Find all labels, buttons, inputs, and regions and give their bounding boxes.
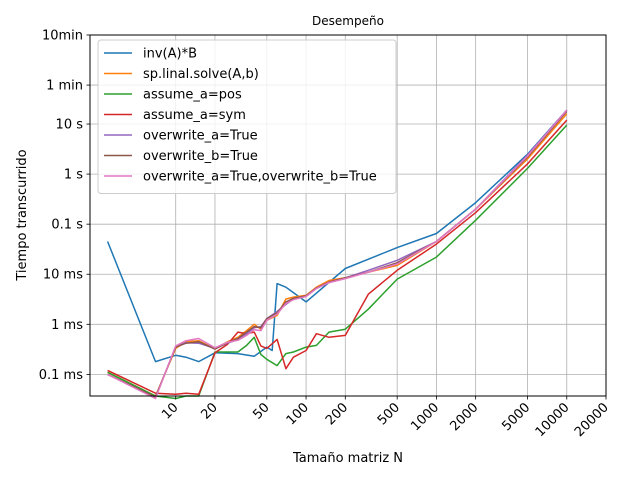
chart-title: Desempeño — [312, 14, 384, 28]
y-tick-label: 1 min — [46, 79, 83, 94]
legend: inv(A)*B sp.linal.solve(A,b) assume_a=posa… — [97, 39, 397, 194]
x-axis-title: Tamaño matriz N — [292, 451, 403, 466]
legend-label-0: inv(A)*B — [143, 47, 197, 62]
series-line-5 — [107, 110, 568, 398]
series-line-1 — [107, 113, 568, 397]
y-tick-label: 1 s — [64, 168, 83, 183]
legend-box — [97, 39, 397, 194]
legend-label-4: overwrite_a=True — [143, 129, 258, 144]
y-tick-label: 0.1 ms — [39, 368, 83, 383]
legend-label-2: assume_a=pos — [143, 88, 242, 103]
y-tick-label: 10 ms — [43, 268, 83, 283]
plot-frame — [89, 34, 607, 397]
series-line-4 — [107, 109, 568, 398]
y-tick-label: 1 ms — [51, 318, 83, 333]
y-tick-label: 10min — [42, 29, 83, 44]
legend-label-3: assume_a=sym — [143, 108, 246, 123]
y-tick-label: 0.1 s — [51, 218, 83, 233]
legend-label-5: overwrite_b=True — [143, 149, 258, 164]
legend-label-1: sp.linal.solve(A,b) — [143, 67, 259, 82]
legend-label-6: overwrite_a=True,overwrite_b=True — [143, 170, 377, 185]
series-line-3 — [107, 119, 568, 396]
y-axis-title: Tiempo transcurrido — [15, 149, 30, 281]
series-line-6 — [107, 109, 568, 400]
y-axis-ticks: 0.1 ms 1 ms 10 ms 0.1 s 1 s 10 s 1 min 10min — [39, 29, 90, 383]
y-tick-label: 10 s — [56, 118, 84, 133]
